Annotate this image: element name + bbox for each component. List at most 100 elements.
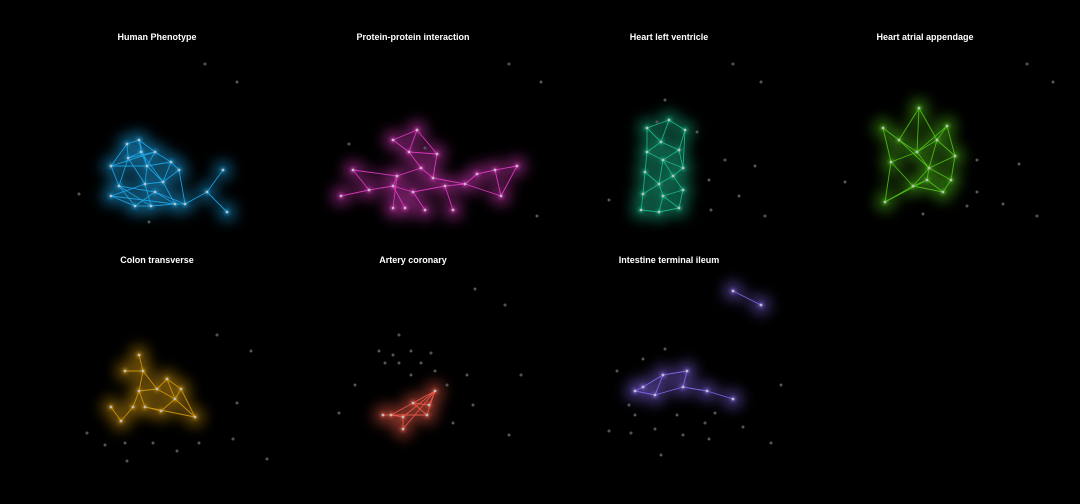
active-node [431, 176, 435, 180]
inactive-node [433, 369, 437, 373]
network-edge [174, 398, 196, 418]
network-edge [110, 151, 156, 167]
active-node [681, 188, 685, 192]
active-node [179, 387, 183, 391]
network-edge [682, 386, 708, 392]
network-edge [640, 209, 660, 213]
network-edge [340, 189, 370, 197]
network-edge [706, 390, 734, 400]
inactive-node [231, 437, 235, 441]
network-edge [180, 388, 196, 418]
inactive-node [1051, 80, 1055, 84]
active-node [925, 178, 929, 182]
active-node [463, 182, 467, 186]
active-node [401, 415, 405, 419]
active-node [391, 138, 395, 142]
panel-title: Human Phenotype [117, 32, 196, 42]
active-node [173, 397, 177, 401]
active-node [681, 166, 685, 170]
inactive-node [397, 361, 401, 365]
network-edge [928, 155, 956, 169]
active-node [685, 369, 689, 373]
active-node [475, 172, 479, 176]
active-node [641, 192, 645, 196]
active-node [351, 168, 355, 172]
network-edge [928, 167, 952, 181]
inactive-node [779, 383, 783, 387]
network-edge [660, 119, 670, 143]
inactive-node [731, 62, 735, 66]
network-edge [654, 386, 684, 396]
active-node [161, 180, 165, 184]
active-node [435, 152, 439, 156]
network-edge [682, 129, 686, 169]
network-edge [912, 185, 944, 193]
active-node [165, 377, 169, 381]
network-edge [642, 171, 646, 195]
inactive-node [391, 353, 395, 357]
panel-title: Heart atrial appendage [876, 32, 973, 42]
active-node [173, 202, 177, 206]
active-node [731, 397, 735, 401]
network-edge [144, 165, 148, 185]
network-edge [146, 165, 164, 183]
inactive-node [965, 204, 969, 208]
active-node [433, 389, 437, 393]
inactive-node [975, 190, 979, 194]
network-edge [916, 125, 948, 153]
inactive-node [709, 208, 713, 212]
active-node [645, 150, 649, 154]
network-edge [144, 183, 152, 207]
active-node [117, 184, 121, 188]
active-node [953, 154, 957, 158]
inactive-node [123, 441, 127, 445]
network-edge [118, 185, 136, 207]
active-node [443, 184, 447, 188]
network-edge [138, 388, 158, 392]
inactive-node [737, 194, 741, 198]
network-edge [662, 195, 680, 209]
network-edge [110, 143, 128, 167]
inactive-node [471, 403, 475, 407]
active-node [653, 393, 657, 397]
active-node [153, 190, 157, 194]
active-node [149, 204, 153, 208]
inactive-node [607, 198, 611, 202]
inactive-node [215, 333, 219, 337]
network-edge [432, 177, 466, 185]
active-node [411, 401, 415, 405]
inactive-node [507, 62, 511, 66]
active-node [109, 164, 113, 168]
active-node [419, 166, 423, 170]
network-edge [178, 169, 186, 205]
active-node [411, 190, 415, 194]
inactive-node [377, 349, 381, 353]
active-node [126, 156, 130, 160]
active-node [391, 206, 395, 210]
active-node [137, 138, 141, 142]
inactive-node [235, 401, 239, 405]
network-edge [412, 402, 428, 416]
network-edge [732, 290, 762, 306]
network-edge [134, 191, 156, 207]
active-node [639, 208, 643, 212]
inactive-node [1001, 202, 1005, 206]
network-edge [898, 139, 918, 153]
active-node [945, 124, 949, 128]
network-edge [884, 161, 892, 203]
network-edge [882, 127, 900, 141]
network-edge [154, 191, 176, 205]
network-edge [658, 159, 664, 185]
inactive-node [445, 383, 449, 387]
network-edge [412, 191, 426, 211]
active-node [221, 168, 225, 172]
network-edge [408, 151, 422, 169]
inactive-node [707, 437, 711, 441]
network-edge [476, 169, 496, 175]
network-edge [396, 167, 422, 177]
network-edge [500, 165, 518, 197]
network-edge [110, 165, 120, 187]
active-node [137, 353, 141, 357]
inactive-node [695, 130, 699, 134]
active-node [917, 106, 921, 110]
